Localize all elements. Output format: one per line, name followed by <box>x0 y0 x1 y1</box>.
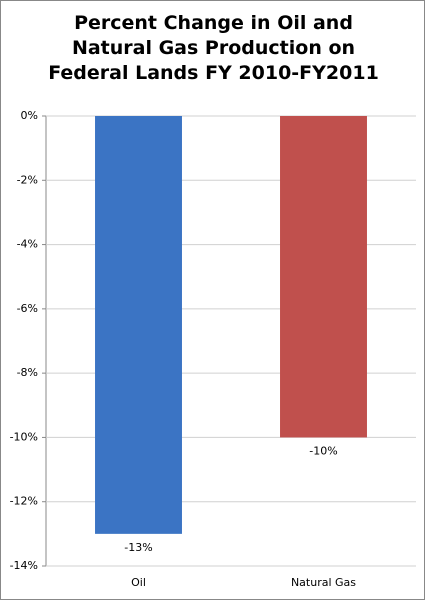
y-tick-label: -14% <box>10 559 38 572</box>
value-label: -13% <box>124 541 152 554</box>
value-label: -10% <box>309 444 337 457</box>
bar <box>95 116 182 534</box>
x-tick-label: Oil <box>131 576 146 589</box>
bar <box>280 116 367 438</box>
y-tick-label: -12% <box>10 495 38 508</box>
y-tick-label: -6% <box>17 302 38 315</box>
y-tick-label: -8% <box>17 366 38 379</box>
chart-title: Percent Change in Oil and Natural Gas Pr… <box>48 12 379 84</box>
y-tick-label: 0% <box>21 109 38 122</box>
y-tick-label: -4% <box>17 238 38 251</box>
y-tick-label: -10% <box>10 430 38 443</box>
x-tick-label: Natural Gas <box>291 576 356 589</box>
y-tick-label: -2% <box>17 173 38 186</box>
